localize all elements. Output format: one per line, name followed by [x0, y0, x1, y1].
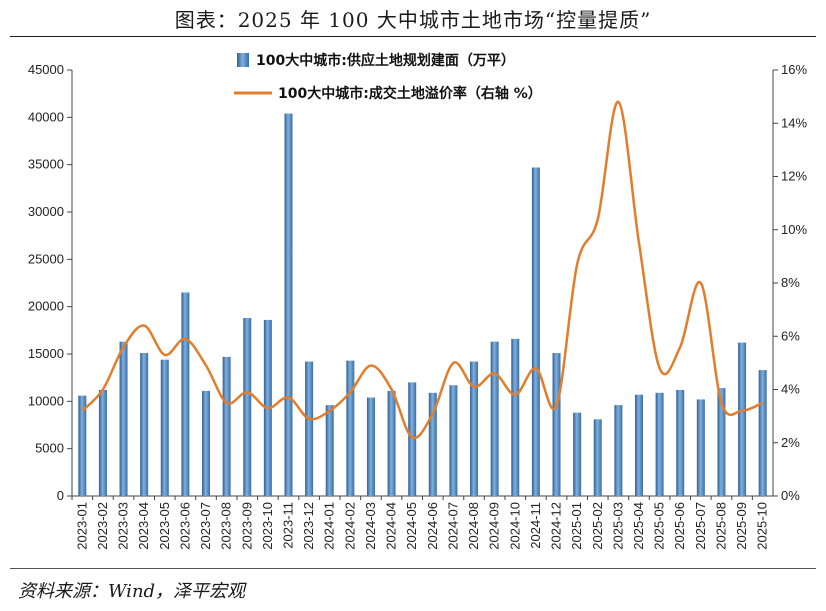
bar: [181, 292, 190, 496]
x-axis-tick-label: 2024-09: [487, 502, 502, 550]
left-axis-tick-label: 5000: [35, 441, 64, 456]
bar: [738, 342, 747, 496]
bar: [243, 318, 252, 496]
x-axis-tick-label: 2024-02: [342, 502, 357, 550]
bar: [717, 388, 726, 496]
bar: [696, 399, 705, 496]
x-axis-tick-label: 2023-08: [219, 502, 234, 550]
x-axis-tick-label: 2023-02: [95, 502, 110, 550]
x-axis-tick-label: 2025-08: [713, 502, 728, 550]
x-axis-tick-label: 2025-04: [631, 502, 646, 550]
x-axis-tick-label: 2024-03: [363, 502, 378, 550]
bar: [676, 389, 685, 496]
bar: [758, 370, 767, 496]
x-axis-tick-label: 2025-03: [610, 502, 625, 550]
bar: [634, 394, 643, 496]
bar: [366, 397, 375, 496]
x-axis-tick-label: 2025-02: [590, 502, 605, 550]
right-axis-tick-label: 10%: [781, 222, 807, 237]
chart-title: 图表：2025 年 100 大中城市土地市场“控量提质”: [174, 8, 652, 32]
bar: [655, 392, 664, 496]
bar: [593, 419, 602, 496]
x-axis-tick-label: 2023-05: [157, 502, 172, 550]
bar: [78, 395, 87, 496]
x-axis-tick-label: 2025-01: [569, 502, 584, 550]
bar: [202, 390, 211, 496]
right-axis-tick-label: 8%: [781, 275, 800, 290]
x-axis-tick-label: 2025-07: [693, 502, 708, 550]
x-axis-tick-label: 2023-01: [74, 502, 89, 550]
bar: [408, 382, 417, 496]
left-axis-tick-label: 20000: [28, 299, 64, 314]
x-axis-tick-label: 2023-09: [239, 502, 254, 550]
legend-label-bar: 100大中城市:供应土地规划建面（万平）: [256, 52, 515, 69]
source-divider: [10, 568, 816, 569]
x-axis-tick-label: 2023-04: [136, 502, 151, 550]
x-axis-tick-label: 2023-11: [280, 502, 295, 549]
x-axis-tick-label: 2023-06: [177, 502, 192, 550]
left-axis-tick-label: 0: [57, 488, 64, 503]
bar: [531, 167, 540, 497]
bar: [305, 361, 314, 496]
x-axis-tick-label: 2024-12: [549, 502, 564, 550]
left-axis-tick-label: 10000: [28, 393, 64, 408]
bar: [98, 389, 107, 496]
legend-swatch-bar: [237, 53, 249, 67]
left-axis-tick-label: 15000: [28, 346, 64, 361]
bar: [511, 338, 520, 496]
x-axis-tick-label: 2024-05: [404, 502, 419, 550]
x-axis-tick-label: 2025-05: [652, 502, 667, 550]
source-note: 资料来源：Wind，泽平宏观: [18, 581, 246, 602]
left-axis-tick-label: 35000: [28, 157, 64, 172]
x-axis-tick-label: 2024-07: [445, 502, 460, 550]
bar: [346, 360, 355, 496]
x-axis-tick-label: 2024-08: [466, 502, 481, 550]
right-axis-tick-label: 14%: [781, 115, 807, 130]
bar: [140, 353, 149, 496]
x-axis-tick-label: 2023-03: [116, 502, 131, 550]
right-axis-tick-label: 4%: [781, 382, 800, 397]
x-axis-tick-label: 2024-01: [322, 502, 337, 550]
x-axis-tick-label: 2024-11: [528, 502, 543, 549]
bar: [573, 412, 582, 496]
bar: [552, 353, 561, 496]
right-axis-tick-label: 16%: [781, 62, 807, 77]
left-axis-tick-label: 45000: [28, 62, 64, 77]
right-axis-tick-label: 2%: [781, 435, 800, 450]
x-axis-tick-label: 2024-10: [507, 502, 522, 550]
right-axis-tick-label: 0%: [781, 488, 800, 503]
left-axis-tick-label: 25000: [28, 251, 64, 266]
bar: [490, 341, 499, 496]
x-axis-tick-label: 2023-12: [301, 502, 316, 550]
bar: [222, 356, 231, 496]
bar: [614, 405, 623, 496]
bar: [284, 113, 293, 497]
bar: [470, 361, 479, 496]
x-axis-tick-label: 2024-06: [425, 502, 440, 550]
left-axis-tick-label: 40000: [28, 109, 64, 124]
premium-rate-line: [81, 100, 764, 440]
bar: [387, 390, 396, 496]
bar: [160, 359, 169, 496]
right-axis-tick-label: 12%: [781, 169, 807, 184]
x-axis-tick-label: 2025-09: [734, 502, 749, 550]
x-axis-tick-label: 2023-10: [260, 502, 275, 550]
legend-label-line: 100大中城市:成交土地溢价率（右轴 %）: [278, 85, 542, 102]
right-axis-tick-label: 6%: [781, 328, 800, 343]
x-axis-tick-label: 2025-10: [755, 502, 770, 550]
bar: [119, 341, 128, 496]
x-axis-tick-label: 2023-07: [198, 502, 213, 550]
title-divider: [10, 36, 816, 37]
left-axis-tick-label: 30000: [28, 204, 64, 219]
x-axis-tick-label: 2025-06: [672, 502, 687, 550]
bar: [449, 385, 458, 496]
bar: [428, 392, 437, 496]
bar: [325, 405, 334, 496]
x-axis-tick-label: 2024-04: [384, 502, 399, 550]
